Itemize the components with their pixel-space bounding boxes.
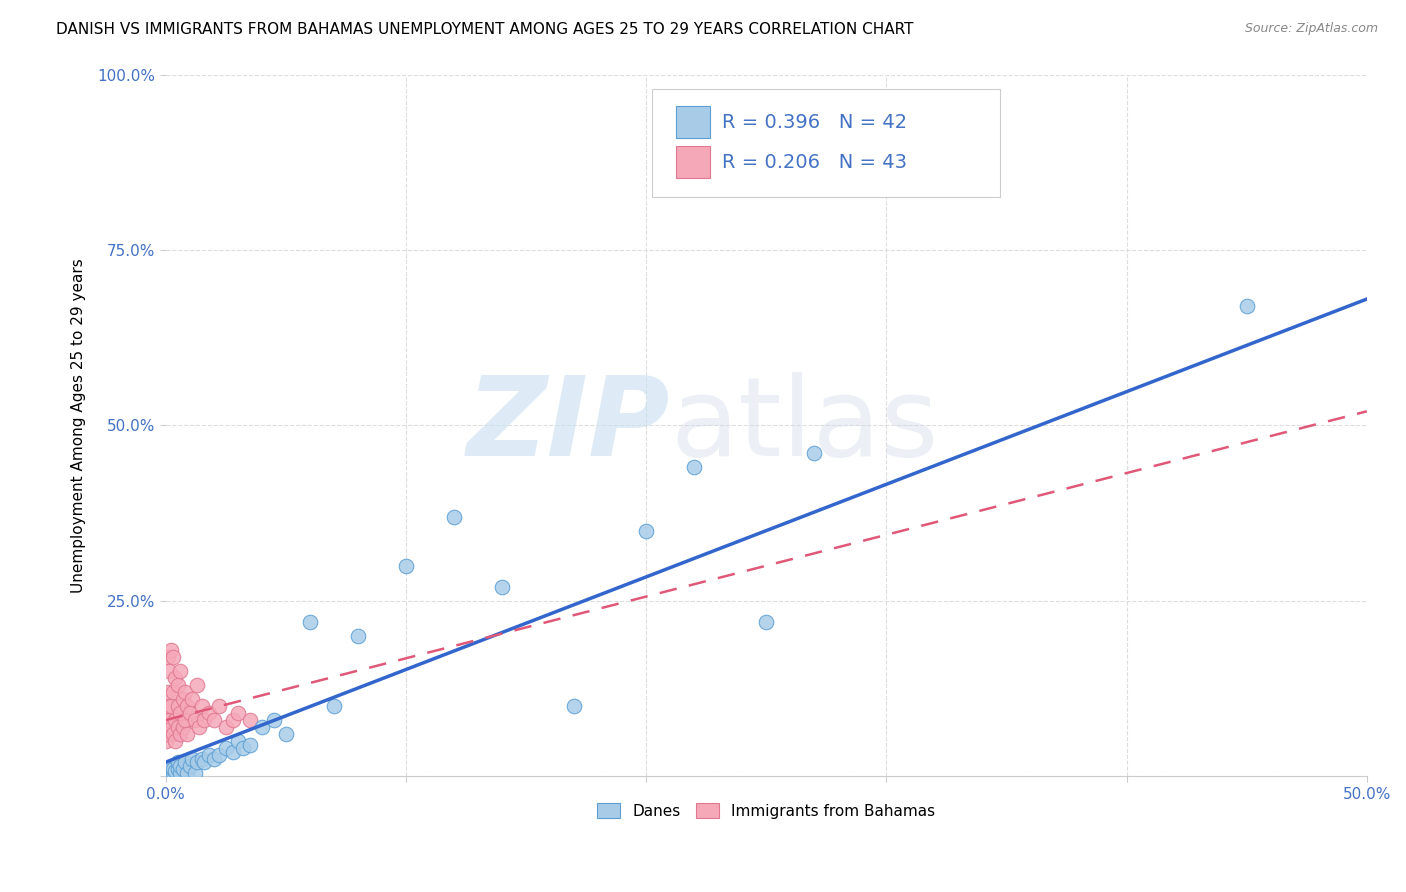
Y-axis label: Unemployment Among Ages 25 to 29 years: Unemployment Among Ages 25 to 29 years [72, 258, 86, 592]
Point [1236, 299, 1258, 313]
Point [169, 758, 191, 772]
Point [263, 713, 285, 727]
Point [202, 751, 225, 765]
Point [347, 629, 370, 643]
Text: atlas: atlas [671, 372, 939, 479]
Point [215, 741, 238, 756]
Point [179, 706, 201, 720]
Point [162, 765, 184, 780]
Point [183, 765, 205, 780]
Point [239, 713, 262, 727]
Point [174, 713, 197, 727]
Point [274, 727, 297, 741]
FancyBboxPatch shape [676, 106, 710, 138]
Point [188, 720, 211, 734]
Point [198, 706, 221, 720]
Point [169, 706, 191, 720]
Point [156, 727, 179, 741]
Point [172, 720, 194, 734]
Point [176, 765, 198, 780]
Text: R = 0.206   N = 43: R = 0.206 N = 43 [721, 153, 907, 172]
Point [157, 713, 180, 727]
Point [683, 460, 706, 475]
Point [222, 745, 245, 759]
Point [176, 698, 198, 713]
Point [207, 698, 229, 713]
Text: R = 0.396   N = 42: R = 0.396 N = 42 [721, 112, 907, 132]
Point [165, 734, 187, 748]
Point [166, 755, 188, 769]
Point [803, 446, 825, 460]
Point [186, 678, 208, 692]
Point [191, 751, 214, 765]
Point [202, 713, 225, 727]
Point [155, 713, 177, 727]
FancyBboxPatch shape [676, 146, 710, 178]
Text: ZIP: ZIP [467, 372, 671, 479]
Point [162, 762, 184, 776]
Point [162, 649, 184, 664]
Point [491, 580, 513, 594]
Text: Source: ZipAtlas.com: Source: ZipAtlas.com [1244, 22, 1378, 36]
Point [159, 698, 181, 713]
Point [165, 713, 187, 727]
Point [181, 751, 204, 765]
Point [169, 727, 191, 741]
Point [191, 698, 214, 713]
Point [162, 685, 184, 699]
Point [165, 671, 187, 685]
Point [179, 758, 201, 772]
Point [159, 765, 181, 780]
Point [157, 649, 180, 664]
Point [193, 713, 215, 727]
Point [172, 762, 194, 776]
Point [250, 720, 273, 734]
Point [174, 755, 197, 769]
Point [239, 738, 262, 752]
Point [755, 615, 778, 629]
Point [156, 698, 179, 713]
Point [169, 664, 191, 678]
Point [562, 698, 585, 713]
Point [232, 741, 254, 756]
Point [298, 615, 321, 629]
FancyBboxPatch shape [652, 88, 1001, 197]
Point [166, 678, 188, 692]
Point [166, 698, 188, 713]
Text: DANISH VS IMMIGRANTS FROM BAHAMAS UNEMPLOYMENT AMONG AGES 25 TO 29 YEARS CORRELA: DANISH VS IMMIGRANTS FROM BAHAMAS UNEMPL… [56, 22, 914, 37]
Point [157, 685, 180, 699]
Point [226, 706, 249, 720]
Point [159, 643, 181, 657]
Point [159, 762, 181, 776]
Point [181, 692, 204, 706]
Point [172, 692, 194, 706]
Point [198, 748, 221, 763]
Point [174, 685, 197, 699]
Point [443, 509, 465, 524]
Point [183, 713, 205, 727]
Point [157, 664, 180, 678]
Point [169, 765, 191, 780]
Point [222, 713, 245, 727]
Point [157, 765, 180, 780]
Legend: Danes, Immigrants from Bahamas: Danes, Immigrants from Bahamas [591, 797, 942, 825]
Point [155, 734, 177, 748]
Point [176, 727, 198, 741]
Point [186, 755, 208, 769]
Point [162, 727, 184, 741]
Point [193, 755, 215, 769]
Point [395, 558, 418, 573]
Point [322, 698, 344, 713]
Point [207, 748, 229, 763]
Point [636, 524, 658, 538]
Point [166, 762, 188, 776]
Point [166, 720, 188, 734]
Point [226, 734, 249, 748]
Point [165, 764, 187, 778]
Point [160, 720, 183, 734]
Point [215, 720, 238, 734]
